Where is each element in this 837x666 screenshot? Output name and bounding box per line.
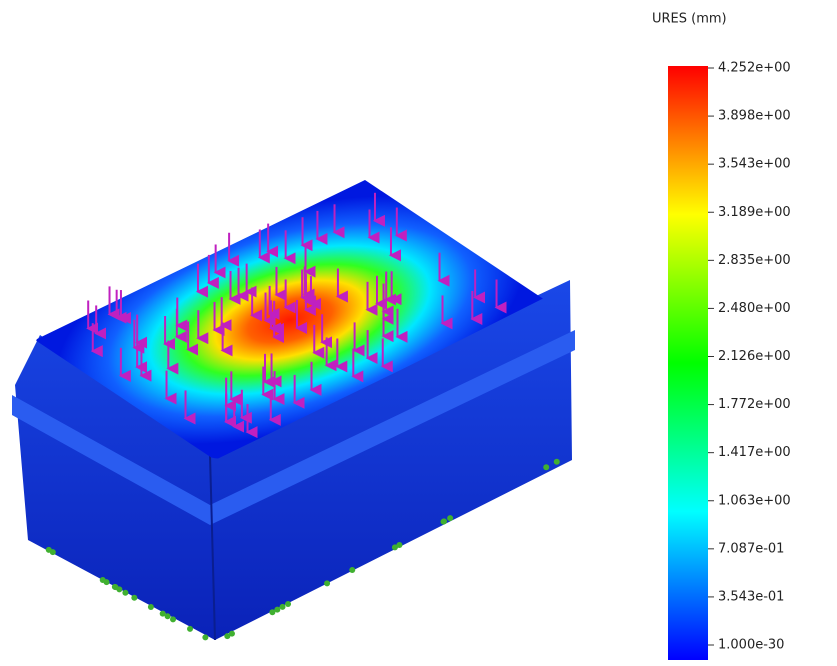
fixture xyxy=(349,567,355,573)
legend-label: 1.000e-30 xyxy=(718,638,784,653)
fixture xyxy=(46,547,52,553)
fixture xyxy=(280,604,286,610)
legend-label: 2.126e+00 xyxy=(718,349,791,364)
fixture xyxy=(285,601,291,607)
legend-label: 2.480e+00 xyxy=(718,301,791,316)
fixture xyxy=(543,464,549,470)
legend: URES (mm) 4.252e+00 3.898e+00 3.543e+00 3.1… xyxy=(652,12,791,661)
legend-title: URES (mm) xyxy=(652,12,727,27)
fixture xyxy=(116,586,122,592)
fixture xyxy=(160,611,166,617)
fixture xyxy=(447,515,453,521)
legend-label: 3.543e-01 xyxy=(718,589,784,604)
legend-label: 4.252e+00 xyxy=(718,61,791,76)
fixture xyxy=(187,626,193,632)
legend-label: 3.189e+00 xyxy=(718,205,791,220)
fixture xyxy=(229,631,235,637)
color-bar xyxy=(668,66,708,660)
fixture xyxy=(392,544,398,550)
legend-label: 1.417e+00 xyxy=(718,445,791,460)
fixture xyxy=(441,519,447,525)
legend-label: 3.898e+00 xyxy=(718,109,791,124)
fixture xyxy=(131,595,137,601)
fixture xyxy=(274,607,280,613)
fixture xyxy=(170,616,176,622)
result-view: URES (mm) 4.252e+00 3.898e+00 3.543e+00 3.1… xyxy=(0,0,837,666)
fixture xyxy=(324,580,330,586)
fixture xyxy=(554,459,560,465)
fixture xyxy=(100,577,106,583)
legend-labels: 4.252e+00 3.898e+00 3.543e+00 3.189e+00 2.83… xyxy=(708,61,791,653)
legend-label: 2.835e+00 xyxy=(718,253,791,268)
legend-label: 1.772e+00 xyxy=(718,397,791,412)
legend-label: 7.087e-01 xyxy=(718,541,784,556)
fixture xyxy=(148,604,154,610)
fixture xyxy=(202,634,208,640)
model xyxy=(12,180,575,640)
legend-label: 3.543e+00 xyxy=(718,157,791,172)
fixture xyxy=(122,590,128,596)
legend-label: 1.063e+00 xyxy=(718,493,791,508)
